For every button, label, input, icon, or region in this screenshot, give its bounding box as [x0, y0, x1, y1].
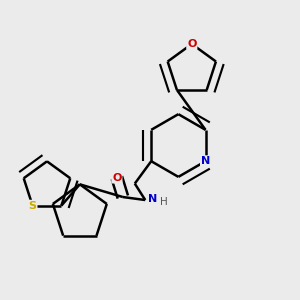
Text: S: S	[28, 201, 37, 211]
Text: N: N	[148, 194, 157, 204]
Text: H: H	[160, 197, 168, 207]
Text: O: O	[187, 39, 196, 49]
Text: O: O	[112, 172, 122, 183]
Text: N: N	[201, 156, 210, 166]
